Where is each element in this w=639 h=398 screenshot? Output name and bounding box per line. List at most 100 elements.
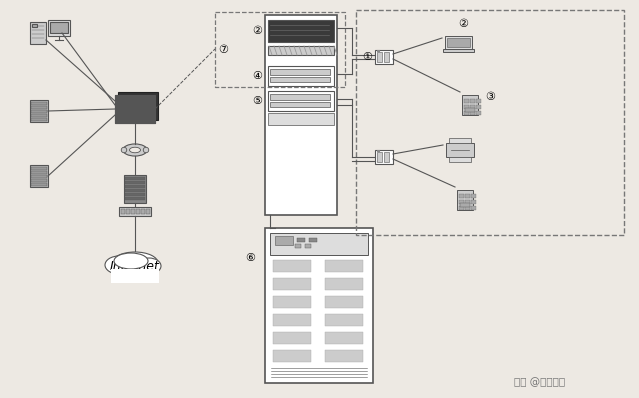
FancyBboxPatch shape bbox=[470, 111, 475, 115]
FancyBboxPatch shape bbox=[305, 244, 311, 248]
FancyBboxPatch shape bbox=[470, 105, 475, 109]
Ellipse shape bbox=[114, 253, 148, 269]
Ellipse shape bbox=[121, 147, 127, 153]
FancyBboxPatch shape bbox=[459, 200, 464, 204]
Text: ②: ② bbox=[458, 19, 468, 29]
FancyBboxPatch shape bbox=[465, 200, 470, 204]
FancyBboxPatch shape bbox=[297, 238, 305, 242]
FancyBboxPatch shape bbox=[125, 185, 145, 188]
FancyBboxPatch shape bbox=[325, 278, 363, 290]
FancyBboxPatch shape bbox=[476, 105, 481, 109]
FancyBboxPatch shape bbox=[268, 20, 334, 42]
FancyBboxPatch shape bbox=[464, 99, 469, 103]
FancyBboxPatch shape bbox=[31, 102, 47, 105]
Ellipse shape bbox=[137, 258, 161, 274]
FancyBboxPatch shape bbox=[32, 24, 37, 27]
FancyBboxPatch shape bbox=[31, 179, 47, 182]
FancyBboxPatch shape bbox=[325, 260, 363, 272]
FancyBboxPatch shape bbox=[325, 332, 363, 344]
FancyBboxPatch shape bbox=[464, 111, 469, 115]
FancyBboxPatch shape bbox=[115, 95, 155, 123]
Text: ⑤: ⑤ bbox=[252, 96, 262, 106]
FancyBboxPatch shape bbox=[465, 193, 470, 197]
FancyBboxPatch shape bbox=[31, 106, 47, 109]
FancyBboxPatch shape bbox=[270, 94, 330, 100]
FancyBboxPatch shape bbox=[268, 46, 334, 55]
FancyBboxPatch shape bbox=[471, 206, 476, 210]
FancyBboxPatch shape bbox=[442, 49, 473, 52]
FancyBboxPatch shape bbox=[268, 66, 334, 86]
FancyBboxPatch shape bbox=[325, 350, 363, 362]
Text: ⑥: ⑥ bbox=[245, 253, 255, 263]
FancyBboxPatch shape bbox=[268, 91, 334, 111]
FancyBboxPatch shape bbox=[31, 118, 47, 121]
FancyBboxPatch shape bbox=[325, 296, 363, 308]
FancyBboxPatch shape bbox=[121, 209, 125, 214]
FancyBboxPatch shape bbox=[265, 15, 337, 215]
Text: ⑦: ⑦ bbox=[218, 45, 228, 55]
FancyBboxPatch shape bbox=[48, 20, 70, 36]
FancyBboxPatch shape bbox=[447, 38, 470, 47]
FancyBboxPatch shape bbox=[273, 296, 311, 308]
FancyBboxPatch shape bbox=[377, 152, 382, 162]
FancyBboxPatch shape bbox=[125, 177, 145, 180]
FancyBboxPatch shape bbox=[270, 77, 330, 82]
FancyBboxPatch shape bbox=[31, 167, 47, 170]
FancyBboxPatch shape bbox=[449, 157, 472, 162]
FancyBboxPatch shape bbox=[126, 209, 130, 214]
FancyBboxPatch shape bbox=[384, 152, 389, 162]
FancyBboxPatch shape bbox=[375, 50, 393, 64]
FancyBboxPatch shape bbox=[268, 113, 334, 125]
FancyBboxPatch shape bbox=[309, 238, 317, 242]
FancyBboxPatch shape bbox=[445, 36, 472, 49]
Ellipse shape bbox=[143, 147, 149, 153]
FancyBboxPatch shape bbox=[462, 95, 478, 115]
Ellipse shape bbox=[105, 256, 133, 274]
FancyBboxPatch shape bbox=[31, 110, 47, 113]
FancyBboxPatch shape bbox=[465, 108, 475, 112]
FancyBboxPatch shape bbox=[275, 236, 293, 245]
Text: ③: ③ bbox=[485, 92, 495, 102]
FancyBboxPatch shape bbox=[119, 207, 151, 216]
FancyBboxPatch shape bbox=[125, 189, 145, 192]
FancyBboxPatch shape bbox=[471, 200, 476, 204]
FancyBboxPatch shape bbox=[265, 228, 373, 383]
FancyBboxPatch shape bbox=[125, 197, 145, 200]
FancyBboxPatch shape bbox=[445, 143, 474, 157]
FancyBboxPatch shape bbox=[31, 171, 47, 174]
Text: ④: ④ bbox=[252, 71, 262, 81]
FancyBboxPatch shape bbox=[459, 206, 464, 210]
FancyBboxPatch shape bbox=[273, 260, 311, 272]
Text: Internet: Internet bbox=[110, 261, 160, 273]
Text: ①: ① bbox=[362, 52, 372, 62]
FancyBboxPatch shape bbox=[30, 100, 48, 122]
FancyBboxPatch shape bbox=[31, 114, 47, 117]
FancyBboxPatch shape bbox=[124, 175, 146, 203]
FancyBboxPatch shape bbox=[30, 22, 46, 44]
FancyBboxPatch shape bbox=[325, 314, 363, 326]
FancyBboxPatch shape bbox=[125, 193, 145, 196]
Ellipse shape bbox=[112, 252, 158, 274]
Ellipse shape bbox=[123, 144, 147, 156]
FancyBboxPatch shape bbox=[136, 209, 140, 214]
FancyBboxPatch shape bbox=[31, 183, 47, 186]
Text: ②: ② bbox=[252, 26, 262, 36]
FancyBboxPatch shape bbox=[377, 52, 382, 62]
FancyBboxPatch shape bbox=[118, 92, 158, 120]
FancyBboxPatch shape bbox=[146, 209, 150, 214]
FancyBboxPatch shape bbox=[375, 150, 393, 164]
FancyBboxPatch shape bbox=[115, 95, 155, 123]
FancyBboxPatch shape bbox=[457, 189, 473, 211]
FancyBboxPatch shape bbox=[31, 175, 47, 178]
FancyBboxPatch shape bbox=[465, 206, 470, 210]
FancyBboxPatch shape bbox=[449, 138, 472, 143]
FancyBboxPatch shape bbox=[384, 52, 389, 62]
FancyBboxPatch shape bbox=[460, 203, 470, 207]
FancyBboxPatch shape bbox=[273, 278, 311, 290]
FancyBboxPatch shape bbox=[270, 69, 330, 75]
FancyBboxPatch shape bbox=[470, 99, 475, 103]
FancyBboxPatch shape bbox=[273, 350, 311, 362]
FancyBboxPatch shape bbox=[111, 269, 159, 283]
FancyBboxPatch shape bbox=[141, 209, 145, 214]
FancyBboxPatch shape bbox=[295, 244, 301, 248]
